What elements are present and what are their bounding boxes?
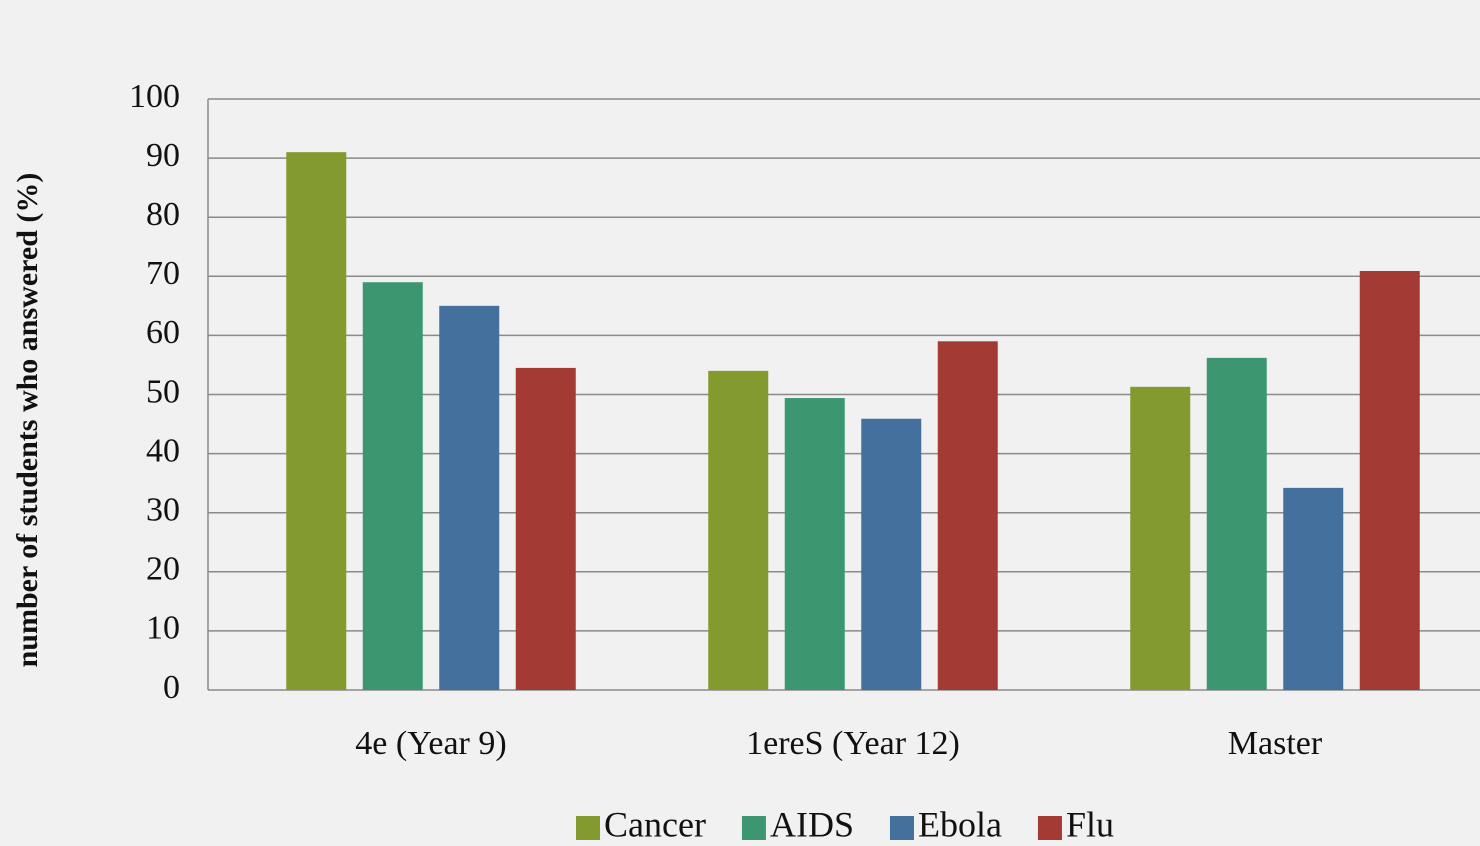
legend-swatch [741,816,766,840]
legend-label: Cancer [604,804,706,844]
y-axis-label: number of students who answered (%) [11,173,44,668]
y-tick-label: 60 [146,314,180,351]
bar [362,282,423,690]
legend-label: Flu [1066,804,1114,844]
x-tick-label: Master [1228,725,1323,762]
bar [708,370,769,690]
y-tick-label: 50 [146,373,180,410]
x-tick-label: 4e (Year 9) [355,725,506,762]
y-tick-label: 90 [146,137,180,174]
legend-swatch [1037,816,1062,840]
bar [515,367,576,690]
y-tick-label: 100 [129,78,180,115]
y-tick-label: 70 [146,255,180,292]
x-tick-label: 1ereS (Year 12) [746,725,960,762]
y-tick-label: 10 [146,610,180,647]
bar [1283,487,1344,690]
legend-swatch [889,816,914,840]
y-tick-label: 80 [146,196,180,233]
legend-label: AIDS [770,804,854,844]
bar [439,305,500,690]
bar [1206,357,1267,690]
bar [286,152,347,690]
y-tick-label: 40 [146,432,180,469]
bar [1359,270,1420,690]
y-tick-label: 20 [146,551,180,588]
legend-label: Ebola [918,804,1002,844]
bar [861,418,922,690]
bar [784,398,845,690]
legend-swatch [576,816,601,840]
y-tick-label: 30 [146,491,180,528]
bar [1130,386,1191,690]
bar [937,341,998,690]
y-tick-label: 0 [163,669,180,706]
